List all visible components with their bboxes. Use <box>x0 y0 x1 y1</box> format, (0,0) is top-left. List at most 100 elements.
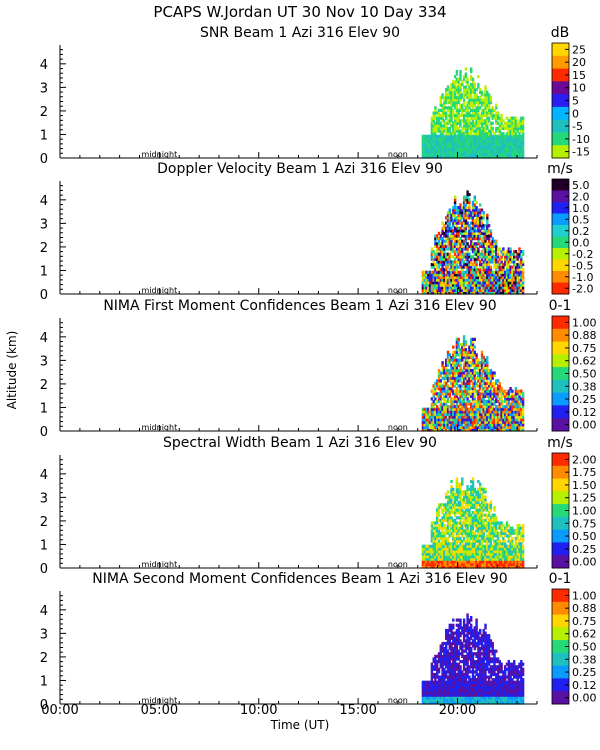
echo-cell <box>491 534 494 538</box>
echo-cell <box>482 98 485 102</box>
echo-cell <box>445 531 448 535</box>
echo-cell <box>464 492 468 497</box>
echo-cell <box>439 505 442 510</box>
echo-cell <box>425 423 428 427</box>
echo-cell <box>473 88 476 92</box>
echo-cell <box>489 539 493 543</box>
echo-cell <box>473 549 476 554</box>
echo-cell <box>437 116 441 120</box>
echo-cell <box>453 428 457 432</box>
echo-cell <box>473 93 476 97</box>
echo-cell <box>446 142 450 146</box>
echo-cell <box>457 257 460 261</box>
echo-cell <box>427 283 430 287</box>
echo-cell <box>464 211 468 215</box>
echo-cell <box>477 98 480 102</box>
echo-cell <box>437 555 441 559</box>
echo-cell <box>452 145 455 149</box>
echo-cell <box>446 399 450 404</box>
echo-cell <box>505 132 509 136</box>
echo-cell <box>470 247 473 251</box>
echo-cell <box>450 425 453 429</box>
echo-cell <box>489 397 493 401</box>
echo-cell <box>477 560 480 564</box>
echo-cell <box>437 381 441 385</box>
midnight-marker: midnight <box>142 286 178 295</box>
echo-cell <box>471 231 475 235</box>
echo-cell <box>462 281 466 285</box>
echo-cell <box>439 552 442 556</box>
echo-cell <box>428 134 432 138</box>
echo-cell <box>434 412 437 417</box>
echo-cell <box>505 139 509 144</box>
echo-cell <box>482 521 485 525</box>
echo-cell <box>459 487 462 491</box>
echo-cell <box>468 529 471 533</box>
echo-cell <box>473 366 476 370</box>
echo-cell <box>445 539 448 543</box>
echo-cell <box>495 283 498 287</box>
echo-cell <box>428 549 432 554</box>
echo-cell <box>493 508 496 512</box>
echo-cell <box>475 255 478 259</box>
echo-cell <box>498 547 501 551</box>
echo-cell <box>493 260 496 264</box>
echo-cell <box>489 129 493 133</box>
echo-cell <box>443 224 446 228</box>
echo-cell <box>496 418 500 422</box>
echo-cell <box>509 415 512 419</box>
echo-cell <box>461 381 464 385</box>
echo-cell <box>484 402 487 406</box>
echo-cell <box>507 260 510 264</box>
echo-cell <box>482 526 485 530</box>
echo-cell <box>491 562 494 566</box>
colorbar-swatch <box>552 282 569 295</box>
echo-cell <box>470 281 473 285</box>
echo-cell <box>455 363 459 367</box>
echo-cell <box>445 111 448 115</box>
echo-cell <box>437 242 441 246</box>
echo-cell <box>477 111 480 115</box>
echo-cell <box>462 524 466 528</box>
echo-cell <box>450 485 453 489</box>
echo-cell <box>468 286 471 290</box>
echo-cell <box>443 387 446 391</box>
echo-cell <box>437 239 441 243</box>
echo-cell <box>486 402 489 406</box>
echo-cell <box>507 415 510 419</box>
echo-cell <box>482 237 485 241</box>
echo-cell <box>493 529 496 533</box>
echo-cell <box>468 394 471 398</box>
echo-cell <box>471 539 475 543</box>
echo-cell <box>439 399 442 404</box>
echo-cell <box>457 534 460 538</box>
echo-cell <box>437 270 441 274</box>
echo-cell <box>484 139 487 144</box>
echo-cell <box>482 361 485 365</box>
echo-cell <box>457 273 460 277</box>
echo-cell <box>445 516 448 520</box>
echo-cell <box>428 150 432 154</box>
echo-cell <box>453 379 457 383</box>
echo-cell <box>484 524 487 528</box>
echo-cell <box>459 555 462 559</box>
echo-cell <box>500 275 503 280</box>
echo-cell <box>521 278 525 282</box>
echo-cell <box>443 418 446 422</box>
echo-cell <box>459 531 462 535</box>
echo-cell <box>432 407 435 411</box>
echo-cell <box>514 281 518 285</box>
echo-cell <box>471 552 475 556</box>
echo-cell <box>452 155 455 159</box>
echo-cell <box>511 418 514 422</box>
echo-cell <box>471 244 475 248</box>
echo-cell <box>480 542 484 546</box>
echo-cell <box>450 407 453 411</box>
echo-cell <box>448 221 451 225</box>
echo-cell <box>471 394 475 398</box>
echo-cell <box>487 410 491 414</box>
echo-cell <box>511 273 514 277</box>
echo-cell <box>477 374 480 378</box>
echo-cell <box>443 257 446 261</box>
echo-cell <box>479 203 482 207</box>
